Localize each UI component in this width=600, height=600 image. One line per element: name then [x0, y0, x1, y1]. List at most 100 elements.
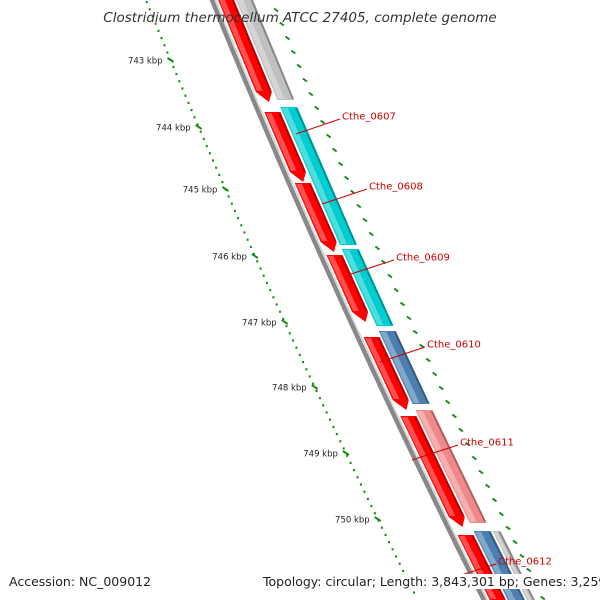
- backbone-line: [209, 0, 487, 600]
- outer-tick: [338, 161, 344, 167]
- outer-tick: [314, 105, 320, 111]
- gene-label: Cthe_0610: [427, 340, 481, 351]
- outer-tick: [368, 231, 374, 237]
- forward-gene-arrow: [264, 112, 306, 182]
- ruler-dot: [262, 274, 265, 277]
- ruler-dot: [318, 397, 321, 400]
- ruler-dot: [315, 389, 318, 392]
- ruler-dot: [302, 361, 305, 364]
- ruler-dot: [160, 37, 163, 40]
- ruler-label: 750 kbp: [335, 516, 370, 526]
- ruler-dot: [240, 224, 243, 227]
- ruler-dot: [335, 433, 338, 436]
- ruler-dot: [366, 497, 369, 500]
- gene-label: Cthe_0611: [460, 438, 514, 449]
- outer-tick: [471, 455, 477, 461]
- ruler-dot: [256, 260, 259, 263]
- ruler-label: 743 kbp: [128, 57, 163, 67]
- ruler-dot: [218, 173, 221, 176]
- ruler-dot: [373, 512, 376, 515]
- ruler-dot: [202, 137, 205, 140]
- forward-gene-arrow: [294, 183, 337, 252]
- ruler-dot: [402, 569, 405, 572]
- ruler-dot: [339, 440, 342, 443]
- ruler-dot: [193, 116, 196, 119]
- ruler-dot: [259, 267, 262, 270]
- ruler-dot: [154, 22, 157, 25]
- outer-tick: [326, 133, 332, 139]
- ruler-dot: [148, 8, 151, 11]
- reverse-gene-bar: [236, 0, 295, 100]
- ruler-tick: [342, 450, 350, 456]
- outer-tick: [432, 371, 438, 377]
- ruler-dot: [312, 382, 315, 385]
- outer-tick: [406, 315, 412, 321]
- ruler-dot: [212, 159, 214, 162]
- ruler-dot: [285, 325, 288, 328]
- forward-gene-arrow: [400, 416, 465, 527]
- gene-label-leader: [347, 259, 395, 276]
- ruler-dot: [325, 411, 328, 414]
- ruler-dot: [292, 339, 295, 342]
- forward-strand-track: [218, 0, 506, 600]
- ruler-dot: [151, 15, 154, 18]
- ruler-dot: [175, 73, 178, 76]
- ruler-dot: [265, 281, 268, 284]
- ruler-dot: [391, 548, 394, 551]
- ruler-dot: [349, 461, 352, 464]
- ruler-dot: [230, 202, 233, 205]
- accession-text: Accession: NC_009012: [9, 574, 156, 589]
- ruler-dot: [332, 425, 335, 428]
- ruler-label: 747 kbp: [242, 319, 277, 329]
- ruler-dot: [356, 476, 359, 479]
- outer-tick: [458, 427, 464, 433]
- gene-label-layer: Cthe_0607 Cthe_0608 Cthe_0609 Cthe_0610 Cthe…: [295, 112, 552, 579]
- gene-label: Cthe_0612: [498, 557, 552, 568]
- ruler-dot: [237, 217, 240, 220]
- ruler-dot: [269, 289, 272, 292]
- forward-gene-arrow: [326, 255, 369, 322]
- ruler-dot: [298, 353, 301, 356]
- ruler-dot: [353, 469, 355, 472]
- outer-tick: [344, 175, 350, 181]
- backbone-track: [209, 0, 546, 600]
- ruler-dot: [380, 526, 383, 529]
- outer-tick: [451, 413, 457, 419]
- ruler-dot: [163, 44, 166, 47]
- ruler-dot: [413, 591, 415, 594]
- ruler-dot: [249, 245, 252, 248]
- ruler-tick: [311, 384, 319, 390]
- ruler-tick: [374, 516, 382, 522]
- ruler-dot: [187, 101, 190, 104]
- ruler-dot: [166, 51, 169, 54]
- gene-label-leader: [321, 188, 368, 205]
- outer-tick: [296, 63, 302, 69]
- outer-tick: [540, 595, 546, 600]
- forward-gene-arrow: [363, 337, 409, 410]
- topology-text: Topology: circular; Length: 3,843,301 bp…: [259, 574, 600, 589]
- outer-tick: [362, 217, 368, 223]
- ruler-dot: [181, 87, 184, 90]
- ruler-track: 743 kbp 744 kbp 745 kbp 746 kbp 747 kbp 748 k…: [128, 1, 415, 594]
- outer-tick: [412, 329, 418, 335]
- reverse-gene-bar: [280, 107, 357, 245]
- ruler-dot: [370, 505, 373, 508]
- ruler-dot: [342, 447, 345, 450]
- ruler-dot: [215, 166, 218, 169]
- ruler-dot: [196, 123, 199, 126]
- ruler-tick: [167, 57, 175, 63]
- ruler-tick: [221, 186, 229, 192]
- outer-tick: [302, 77, 308, 83]
- outer-tick: [279, 21, 285, 27]
- ruler-dot: [398, 562, 401, 565]
- outer-tick: [491, 497, 498, 503]
- ruler-label: 749 kbp: [303, 450, 338, 460]
- ruler-dot: [178, 80, 181, 83]
- outer-tick: [290, 49, 296, 55]
- ruler-dot: [308, 375, 311, 378]
- ruler-dot: [184, 94, 187, 97]
- ruler-dot: [322, 404, 325, 407]
- ruler-dot: [363, 490, 366, 493]
- ruler-dot: [272, 296, 275, 299]
- ruler-dot: [227, 195, 230, 198]
